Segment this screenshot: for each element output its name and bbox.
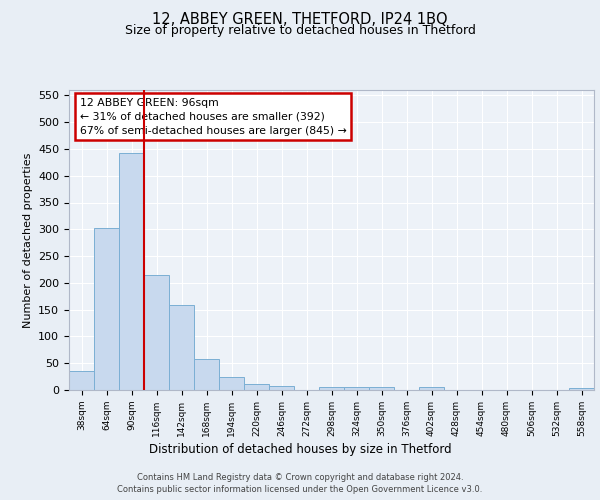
Text: Size of property relative to detached houses in Thetford: Size of property relative to detached ho… bbox=[125, 24, 475, 37]
Text: 12 ABBEY GREEN: 96sqm
← 31% of detached houses are smaller (392)
67% of semi-det: 12 ABBEY GREEN: 96sqm ← 31% of detached … bbox=[79, 98, 346, 136]
Text: Distribution of detached houses by size in Thetford: Distribution of detached houses by size … bbox=[149, 442, 451, 456]
Text: Contains HM Land Registry data © Crown copyright and database right 2024.: Contains HM Land Registry data © Crown c… bbox=[137, 472, 463, 482]
Bar bbox=[244, 384, 269, 390]
Text: Contains public sector information licensed under the Open Government Licence v3: Contains public sector information licen… bbox=[118, 485, 482, 494]
Bar bbox=[194, 360, 219, 390]
Y-axis label: Number of detached properties: Number of detached properties bbox=[23, 152, 32, 328]
Bar bbox=[369, 388, 394, 390]
Bar bbox=[169, 306, 194, 390]
Bar bbox=[219, 376, 244, 390]
Bar bbox=[144, 275, 169, 390]
Bar bbox=[69, 371, 94, 390]
Bar bbox=[119, 152, 144, 390]
Bar bbox=[419, 388, 444, 390]
Bar bbox=[319, 388, 344, 390]
Text: 12, ABBEY GREEN, THETFORD, IP24 1BQ: 12, ABBEY GREEN, THETFORD, IP24 1BQ bbox=[152, 12, 448, 28]
Bar bbox=[569, 388, 594, 390]
Bar bbox=[94, 228, 119, 390]
Bar bbox=[344, 388, 369, 390]
Bar bbox=[269, 386, 294, 390]
